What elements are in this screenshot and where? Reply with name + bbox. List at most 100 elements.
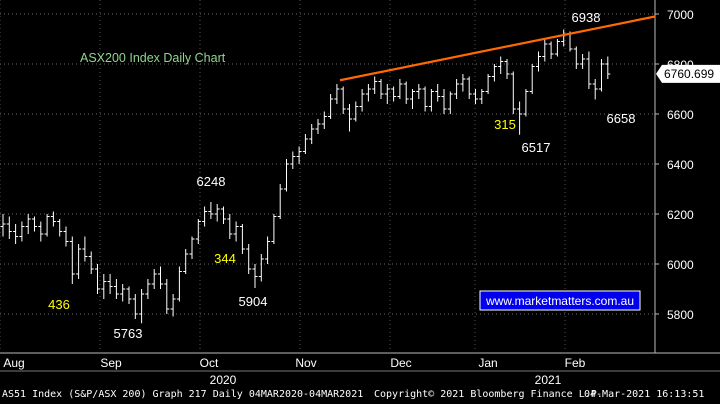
- ohlc-bar: [454, 79, 460, 99]
- ohlc-bar: [309, 124, 315, 144]
- ohlc-bar: [88, 251, 94, 274]
- ohlc-bar: [302, 134, 308, 154]
- annotation-label: 436: [48, 297, 70, 312]
- ohlc-bar: [391, 86, 397, 102]
- ohlc-bar: [284, 159, 289, 192]
- year-label: 2021: [535, 373, 562, 386]
- ohlc-bar: [32, 216, 37, 232]
- ohlc-bar: [271, 214, 277, 244]
- ohlc-bar: [510, 71, 516, 114]
- y-tick-label: 5800: [667, 308, 694, 322]
- ohlc-bar: [0, 214, 6, 237]
- x-tick-label: Oct: [200, 356, 219, 370]
- ohlc-bar: [384, 84, 390, 104]
- ohlc-bar: [265, 236, 271, 264]
- footer-copyright: Copyright© 2021 Bloomberg Finance L.P.: [374, 389, 603, 400]
- y-tick-label: 6000: [667, 258, 694, 272]
- ohlc-bar: [82, 236, 88, 262]
- ohlc-bar: [321, 111, 327, 129]
- ohlc-bar: [239, 224, 245, 254]
- y-tick-label: 7000: [667, 8, 694, 22]
- ohlc-bar: [126, 286, 132, 304]
- ohlc-bar: [63, 226, 69, 247]
- ohlc-bar: [170, 294, 176, 317]
- ohlc-bar: [120, 284, 126, 302]
- x-tick-label: Dec: [390, 356, 411, 370]
- ohlc-bar: [504, 59, 510, 79]
- ohlc-bar: [473, 89, 478, 104]
- ohlc-bar: [315, 119, 321, 134]
- annotation-label: 6517: [522, 140, 551, 155]
- ohlc-bar: [246, 244, 252, 274]
- ohlc-bar: [13, 224, 19, 244]
- ohlc-bar: [164, 279, 170, 314]
- ohlc-bar: [378, 79, 384, 99]
- annotations: 6938 6248 6658 6517 5904 5763 436 344 315: [48, 10, 635, 341]
- ohlc-bar: [479, 89, 485, 104]
- ohlc-bar: [410, 89, 415, 109]
- ohlc-bar: [372, 76, 378, 94]
- ohlc-bar: [258, 254, 264, 282]
- ohlc-bar: [359, 89, 365, 112]
- ohlc-bar: [466, 76, 472, 99]
- ohlc-bar: [460, 74, 466, 92]
- ohlc-bar: [599, 59, 604, 92]
- ohlc-bar: [252, 264, 258, 288]
- ohlc-bar: [523, 89, 529, 117]
- ohlc-bar: [347, 104, 352, 132]
- watermark-text: www.marketmatters.com.au: [485, 294, 634, 308]
- ohlc-bar: [183, 249, 189, 274]
- annotation-label: 315: [494, 117, 516, 132]
- ohlc-bar: [139, 289, 145, 324]
- annotation-label: 344: [214, 251, 236, 266]
- y-tick-label: 6600: [667, 108, 694, 122]
- ohlc-bar: [189, 236, 195, 259]
- year-label: 2020: [210, 373, 237, 386]
- x-tick-label: Feb: [565, 356, 586, 370]
- ohlc-bar: [586, 51, 592, 89]
- x-tick-label: Nov: [295, 356, 316, 370]
- ohlc-bar: [328, 94, 334, 119]
- ohlc-bar: [227, 214, 233, 239]
- ohlc-bar: [277, 184, 283, 219]
- ohlc-bar: [221, 206, 226, 224]
- ohlc-bar: [365, 84, 371, 102]
- ohlc-bar: [517, 101, 523, 135]
- y-tick-label: 6400: [667, 158, 694, 172]
- footer-security-info: AS51 Index (S&P/ASX 200) Graph 217 Daily…: [2, 389, 364, 400]
- ohlc-chart: 5800600062006400660068007000 AugSepOctNo…: [0, 0, 720, 386]
- ohlc-bar: [6, 216, 12, 239]
- ohlc-bar: [195, 219, 201, 244]
- ohlc-bar: [208, 202, 214, 219]
- ohlc-bar: [101, 274, 107, 299]
- ohlc-bar: [151, 269, 157, 289]
- last-price-tag-shape: [656, 64, 720, 83]
- last-price-tag: 6760.699: [656, 64, 720, 83]
- ohlc-bar: [145, 279, 151, 299]
- ohlc-bar: [353, 101, 359, 122]
- watermark-box: www.marketmatters.com.au: [479, 290, 641, 311]
- footer-timestamp: 04-Mar-2021 16:13:51: [584, 389, 705, 400]
- ohlc-bar: [605, 56, 611, 79]
- footer: AS51 Index (S&P/ASX 200) Graph 217 Daily…: [0, 386, 720, 404]
- ohlc-bar: [340, 86, 346, 114]
- ohlc-bar: [233, 221, 239, 242]
- ohlc-bar: [334, 84, 340, 104]
- x-tick-label: Jan: [478, 356, 497, 370]
- y-axis: 5800600062006400660068007000: [655, 8, 694, 322]
- x-tick-label: Sep: [100, 356, 122, 370]
- ohlc-bar: [19, 221, 25, 242]
- x-axis: Aug Sep Oct Nov Dec Jan Feb 2020 2021: [3, 356, 585, 386]
- annotation-label: 6938: [572, 10, 601, 25]
- ohlc-bar: [416, 84, 422, 99]
- ohlc-bar: [25, 214, 31, 234]
- ohlc-bar: [214, 204, 220, 222]
- ohlc-bar: [76, 244, 82, 279]
- trendline: [339, 15, 656, 82]
- ohlc-bar: [435, 84, 441, 102]
- ohlc-bar: [113, 279, 119, 299]
- ohlc-bar: [38, 221, 44, 242]
- ohlc-bar: [447, 91, 453, 114]
- last-price-value: 6760.699: [664, 67, 714, 81]
- ohlc-bar: [542, 39, 548, 62]
